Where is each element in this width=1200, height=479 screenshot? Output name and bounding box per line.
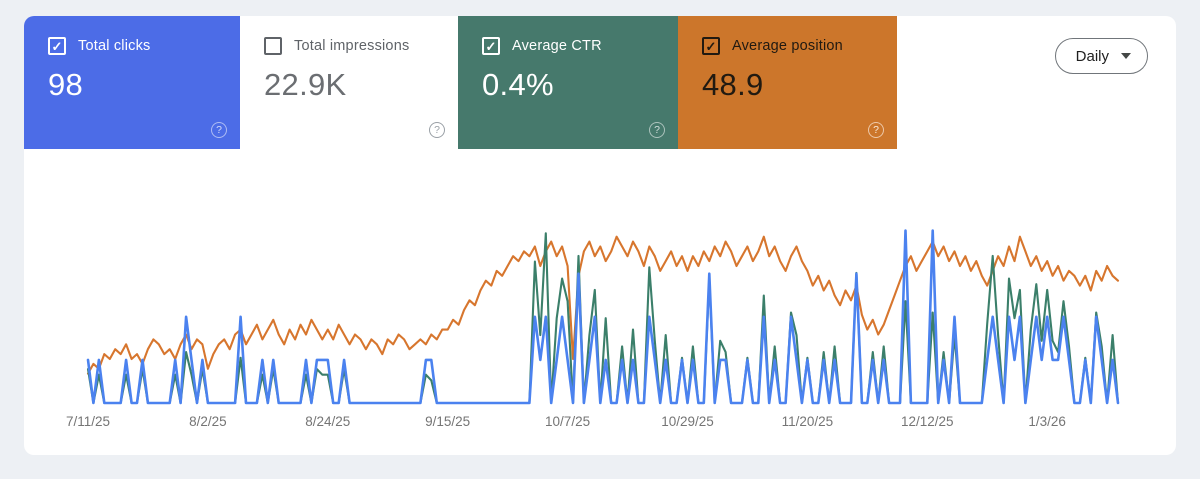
series-line-position <box>86 235 1120 375</box>
performance-chart[interactable]: 7/11/25 8/2/25 8/24/25 9/15/25 10/7/25 10/29/… <box>24 149 1176 455</box>
total-clicks-value: 98 <box>48 67 84 102</box>
check-icon: ✓ <box>485 38 497 54</box>
metric-card-total-clicks[interactable]: ✓ Total clicks 98 ? <box>24 16 240 149</box>
check-icon: ✓ <box>705 38 717 54</box>
card-label: Total impressions <box>294 38 410 54</box>
card-label: Average CTR <box>512 38 602 54</box>
caret-down-icon <box>1121 53 1131 59</box>
metric-card-average-position[interactable]: ✓ Average position 48.9 ? <box>678 16 897 149</box>
check-icon: ✓ <box>51 38 63 54</box>
series-line-clicks <box>86 229 1120 405</box>
card-header: ✓ Average position <box>702 37 875 55</box>
checkbox-average-ctr[interactable]: ✓ <box>482 37 500 55</box>
granularity-label: Daily <box>1075 47 1109 65</box>
card-label: Total clicks <box>78 38 151 54</box>
average-position-value: 48.9 <box>702 67 764 102</box>
card-header: ✓ Total impressions <box>264 37 436 55</box>
metric-cards-row: ✓ Total clicks 98 ? ✓ Total impressions … <box>24 16 1176 149</box>
average-ctr-value: 0.4% <box>482 67 554 102</box>
checkbox-average-position[interactable]: ✓ <box>702 37 720 55</box>
metric-card-average-ctr[interactable]: ✓ Average CTR 0.4% ? <box>458 16 678 149</box>
help-icon[interactable]: ? <box>868 122 884 138</box>
total-impressions-value: 22.9K <box>264 67 347 102</box>
performance-panel: ✓ Total clicks 98 ? ✓ Total impressions … <box>24 16 1176 455</box>
granularity-dropdown[interactable]: Daily <box>1054 38 1148 74</box>
checkbox-total-clicks[interactable]: ✓ <box>48 37 66 55</box>
card-label: Average position <box>732 38 843 54</box>
help-icon[interactable]: ? <box>211 122 227 138</box>
card-header: ✓ Total clicks <box>48 37 218 55</box>
chart-canvas[interactable] <box>24 149 1176 455</box>
card-header: ✓ Average CTR <box>482 37 656 55</box>
checkbox-total-impressions[interactable]: ✓ <box>264 37 282 55</box>
help-icon[interactable]: ? <box>429 122 445 138</box>
metric-card-total-impressions[interactable]: ✓ Total impressions 22.9K ? <box>240 16 458 149</box>
help-icon[interactable]: ? <box>649 122 665 138</box>
